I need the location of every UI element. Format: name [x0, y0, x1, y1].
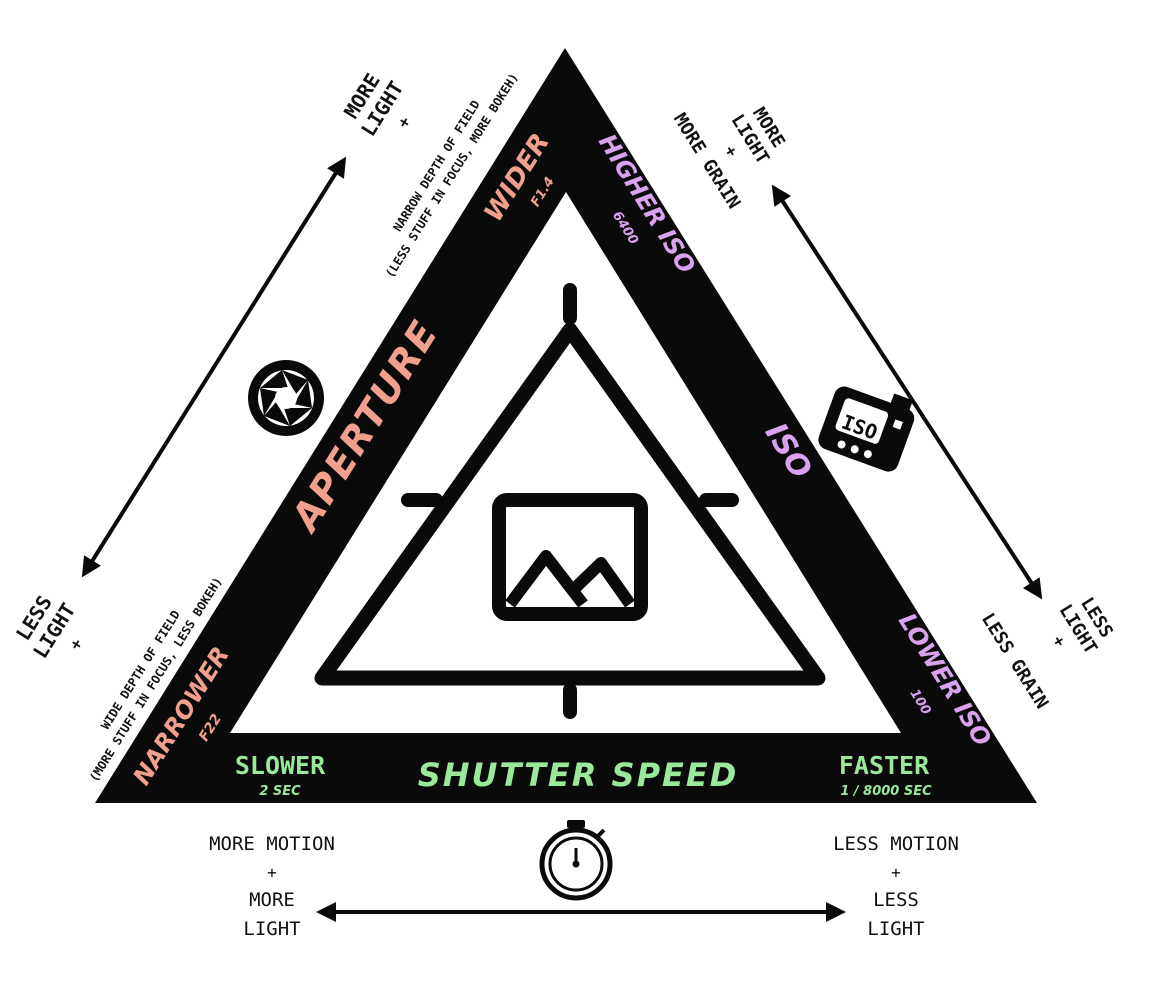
composition-icon	[314, 283, 826, 719]
svg-text:+: +	[891, 863, 901, 882]
image-icon	[492, 493, 648, 621]
triangle-inner	[230, 192, 901, 733]
svg-text:LESS: LESS	[873, 889, 919, 911]
svg-text:+: +	[721, 142, 742, 161]
iso-bottom-note: LESS LIGHT +	[1049, 594, 1117, 658]
svg-text:LIGHT: LIGHT	[867, 918, 924, 940]
shutter-left-note: MORE MOTION + MORE LIGHT	[209, 833, 335, 940]
svg-text:+: +	[267, 863, 277, 882]
stopwatch-icon	[539, 820, 613, 901]
aperture-icon	[248, 360, 324, 436]
svg-text:LIGHT: LIGHT	[243, 918, 300, 940]
shutter-right-note: LESS MOTION + LESS LIGHT	[833, 833, 959, 940]
svg-text:+: +	[393, 113, 414, 132]
shutter-title: SHUTTER SPEED	[418, 756, 739, 794]
shutter-fast-label: FASTER	[839, 751, 930, 780]
iso-double-arrow	[771, 184, 1043, 600]
aperture-top-note: MORE LIGHT +	[339, 69, 415, 140]
svg-text:LESS MOTION: LESS MOTION	[833, 833, 959, 855]
camera-iso-icon: ISO	[818, 386, 915, 472]
shutter-slow-value: 2 SEC	[259, 784, 301, 799]
svg-text:+: +	[1049, 632, 1070, 651]
svg-text:+: +	[65, 635, 86, 654]
svg-text:MORE: MORE	[249, 889, 295, 911]
iso-bottom-note-line3: LESS GRAIN	[977, 610, 1052, 713]
shutter-slow-label: SLOWER	[235, 751, 326, 780]
aperture-bottom-note: LESS LIGHT +	[11, 591, 87, 662]
svg-text:MORE MOTION: MORE MOTION	[209, 833, 335, 855]
aperture-double-arrow	[81, 156, 347, 578]
shutter-fast-value: 1 / 8000 SEC	[840, 784, 932, 799]
